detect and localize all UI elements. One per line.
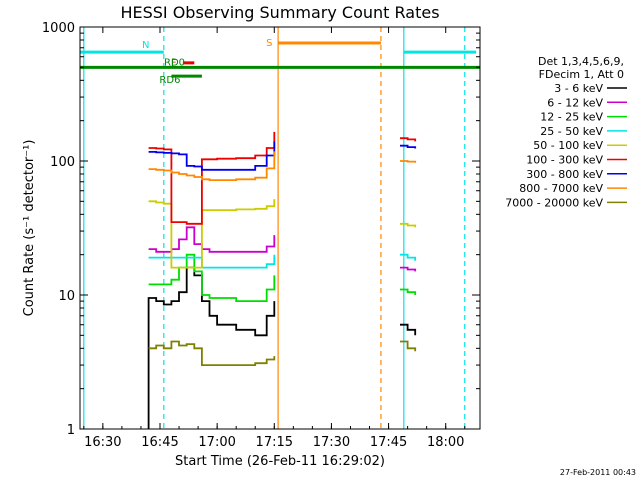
series-50-100-kev-line-b [400, 222, 417, 228]
series-300-800-kev-line [148, 141, 276, 171]
series-6-12-kev-line-b [400, 266, 417, 272]
x-tick-label-0: 16:30 [84, 435, 121, 450]
series-7000-20000-kev-line-b [400, 340, 417, 352]
series-25-50-kev-line-b [400, 253, 417, 261]
legend-header-1: FDecim 1, Att 0 [539, 68, 624, 81]
legend-label-100-300-kev: 100 - 300 keV [526, 154, 603, 167]
legend-label-300-800-kev: 300 - 800 keV [526, 168, 603, 181]
series-12-25-kev-line [148, 253, 276, 302]
legend-label-800-7000-kev: 800 - 7000 keV [519, 182, 603, 195]
series-300-800-kev-line-b [400, 144, 417, 149]
y-tick-label-2: 100 [50, 155, 75, 170]
legend: Det 1,3,4,5,6,9,FDecim 1, Att 03 - 6 keV… [505, 55, 627, 209]
flag-label-rd0: RD0 [164, 57, 185, 68]
series-100-300-kev-line-b [400, 137, 417, 142]
series-25-50-kev-line [148, 254, 276, 269]
legend-label-7000-20000-kev: 7000 - 20000 keV [505, 196, 603, 209]
axes: 16:30 16:45 17:00 17:15 17:30 17:45 18:00 1 10 10… [42, 21, 480, 450]
series-3-6-kev-line [147, 266, 276, 429]
series-7000-20000-kev-line [148, 340, 276, 366]
series-6-12-kev-line [148, 226, 276, 253]
series-800-7000-kev-line [148, 151, 276, 181]
x-tick-label-2: 17:00 [198, 435, 235, 450]
y-tick-label-1: 10 [58, 289, 75, 304]
y-tick-label-3: 1000 [42, 21, 75, 36]
flag-label-n: N [142, 40, 149, 51]
series-800-7000-kev-line-b [400, 160, 417, 163]
x-tick-label-4: 17:30 [313, 435, 350, 450]
footer-timestamp: 27-Feb-2011 00:43 [560, 468, 636, 477]
series-12-25-kev-line-b [400, 288, 417, 295]
x-tick-label-3: 17:15 [256, 435, 293, 450]
series-50-100-kev-line [148, 199, 276, 269]
legend-label-12-25-kev: 12 - 25 keV [540, 111, 603, 124]
series-3-6-kev-line-b [400, 323, 417, 336]
flag-label-s: S [266, 38, 272, 49]
y-axis-label: Count Rate (s⁻¹ detector⁻¹) [22, 140, 37, 317]
x-tick-label-5: 17:45 [370, 435, 407, 450]
legend-label-50-100-kev: 50 - 100 keV [533, 139, 603, 152]
legend-header-0: Det 1,3,4,5,6,9, [538, 55, 624, 68]
plot-frame [79, 26, 481, 430]
chart-title: HESSI Observing Summary Count Rates [120, 3, 439, 22]
legend-label-3-6-kev: 3 - 6 keV [554, 82, 603, 95]
x-tick-label-6: 18:00 [427, 435, 464, 450]
flag-label-rd6: RD6 [159, 75, 180, 86]
legend-label-25-50-kev: 25 - 50 keV [540, 125, 603, 138]
x-tick-label-1: 16:45 [141, 435, 178, 450]
legend-label-6-12-kev: 6 - 12 keV [547, 96, 603, 109]
y-tick-label-0: 1 [67, 423, 75, 438]
x-axis-label: Start Time (26-Feb-11 16:29:02) [175, 454, 385, 469]
series-100-300-kev-line [148, 131, 276, 225]
flag-label-f: F [171, 58, 177, 69]
